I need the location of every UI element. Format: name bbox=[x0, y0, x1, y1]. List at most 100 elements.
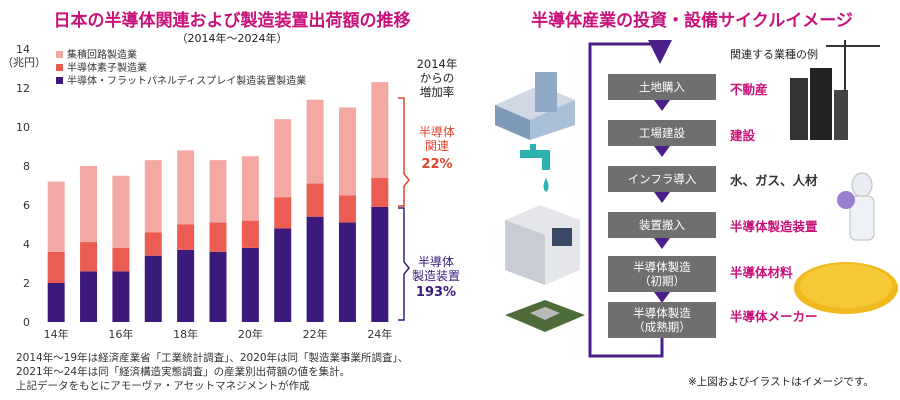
related-label-line: 半導体 bbox=[418, 125, 455, 139]
related-increase-value: 22% bbox=[421, 157, 453, 172]
step-label: 土地購入 bbox=[639, 80, 685, 94]
y-tick-label: 4 bbox=[23, 238, 30, 251]
bar-segment bbox=[209, 251, 227, 322]
y-tick-label: 10 bbox=[16, 121, 30, 134]
source-note: 2014年～19年は経済産業省「工業統計調査」、2020年は同「製造業事業所調査… bbox=[16, 352, 409, 364]
y-tick-label: 12 bbox=[16, 82, 30, 95]
axis-layer: 0 2 4 6 8 10 12 14（兆円） 14年 16年 18年 20年 22年 24年 bbox=[2, 43, 392, 341]
legend-swatch bbox=[56, 51, 63, 58]
x-tick-label: 22年 bbox=[303, 327, 328, 341]
bar-segment bbox=[144, 160, 162, 233]
down-arrow bbox=[654, 100, 670, 111]
semiconductor-machine-icon bbox=[505, 205, 580, 285]
step-land-purchase: 土地購入 bbox=[608, 74, 716, 100]
bar-chart: 0 2 4 6 8 10 12 14（兆円） 14年 16年 18年 20年 22年 24年 集積回路製造… bbox=[2, 43, 410, 341]
related-label-line: 関連 bbox=[424, 139, 449, 153]
step-factory-construction: 工場建設 bbox=[608, 120, 716, 146]
cleanroom-worker-icon bbox=[837, 172, 875, 241]
y-tick-label: 2 bbox=[23, 277, 30, 290]
down-arrow bbox=[654, 238, 670, 249]
bar-segment bbox=[177, 249, 195, 322]
bar-segment bbox=[80, 166, 98, 243]
y-axis-unit: （兆円） bbox=[2, 56, 46, 69]
legend-swatch bbox=[56, 64, 63, 71]
skyscraper-icon bbox=[790, 40, 880, 140]
y-tick-label: 8 bbox=[23, 160, 30, 173]
increase-heading-line: 2014年 bbox=[416, 57, 458, 71]
bar-segment bbox=[274, 228, 292, 322]
bar-segment bbox=[306, 216, 324, 322]
bar-segment bbox=[338, 107, 356, 196]
increase-heading: 2014年 からの 増加率 bbox=[412, 57, 462, 99]
down-arrow bbox=[654, 292, 670, 303]
legend-label: 集積回路製造業 bbox=[67, 48, 137, 61]
x-tick-label: 24年 bbox=[367, 327, 392, 341]
step-label: 工場建設 bbox=[639, 126, 685, 140]
equipment-label-line: 製造装置 bbox=[411, 269, 460, 283]
related-label: 半導体 関連 bbox=[412, 125, 462, 153]
example-materials: 半導体材料 bbox=[730, 265, 793, 280]
cpu-chip-icon bbox=[505, 300, 585, 332]
bar-segment bbox=[371, 206, 389, 322]
equipment-label-line: 半導体 bbox=[417, 255, 454, 269]
bar-segment bbox=[112, 271, 130, 322]
bar-segment bbox=[306, 99, 324, 184]
step-label: 半導体製造 （初期） bbox=[633, 260, 691, 288]
x-tick-label: 20年 bbox=[238, 327, 263, 341]
x-tick-label: 16年 bbox=[108, 327, 133, 341]
y-tick-label: 14 bbox=[16, 43, 30, 56]
cycle-loop-arrow bbox=[588, 40, 672, 358]
step-label: 半導体製造 （成熟期） bbox=[633, 306, 691, 334]
example-utilities: 水、ガス、人材 bbox=[730, 173, 818, 188]
down-arrow bbox=[654, 146, 670, 157]
x-tick-label: 18年 bbox=[173, 327, 198, 341]
bar-segment bbox=[241, 247, 259, 322]
equipment-bracket bbox=[398, 207, 410, 321]
water-faucet-icon bbox=[520, 144, 550, 192]
silicon-wafer-icon bbox=[794, 262, 898, 314]
bar-segment bbox=[47, 251, 65, 283]
bar-segment bbox=[112, 247, 130, 272]
bar-segment bbox=[274, 119, 292, 198]
bar-segment bbox=[47, 283, 65, 322]
step-label: インフラ導入 bbox=[627, 172, 697, 186]
bar-segment bbox=[274, 197, 292, 229]
bar-segment bbox=[371, 82, 389, 178]
y-tick-label: 0 bbox=[23, 316, 30, 329]
equipment-increase-value: 193% bbox=[415, 285, 457, 300]
down-arrow bbox=[654, 192, 670, 203]
legend-label: 半導体・フラットパネルディスプレイ製造装置製造業 bbox=[67, 74, 306, 87]
step-arrows bbox=[654, 100, 670, 303]
bar-segment bbox=[241, 220, 259, 248]
step-equipment-installation: 装置搬入 bbox=[608, 212, 716, 238]
bracket-layer bbox=[398, 97, 410, 321]
example-equipment: 半導体製造装置 bbox=[730, 219, 818, 234]
bar-segment bbox=[338, 195, 356, 223]
example-manufacturers: 半導体メーカー bbox=[730, 309, 818, 324]
legend-swatch bbox=[56, 77, 63, 84]
step-manufacturing-mature: 半導体製造 （成熟期） bbox=[608, 302, 716, 338]
source-note: 2021年～24年は同「経済構造実態調査」の産業別出荷額の値を集計。 bbox=[16, 366, 351, 378]
bar-segment bbox=[209, 222, 227, 252]
chart-title: 日本の半導体関連および製造装置出荷額の推移 bbox=[53, 11, 411, 31]
diagram-title: 半導体産業の投資・設備サイクルイメージ bbox=[531, 11, 853, 31]
example-real-estate: 不動産 bbox=[730, 82, 768, 97]
x-tick-label: 14年 bbox=[44, 327, 69, 341]
bar-segment bbox=[241, 156, 259, 221]
bar-segment bbox=[209, 160, 227, 223]
bar-segment bbox=[80, 242, 98, 272]
bar-segment bbox=[80, 271, 98, 322]
image-disclaimer: ※上図およびイラストはイメージです。 bbox=[688, 376, 874, 388]
bar-segment bbox=[338, 222, 356, 322]
example-construction: 建設 bbox=[730, 128, 756, 143]
increase-heading-line: 増加率 bbox=[419, 85, 455, 99]
step-infrastructure: インフラ導入 bbox=[608, 166, 716, 192]
source-note: 上記データをもとにアモーヴァ・アセットマネジメントが作成 bbox=[16, 380, 310, 392]
step-label: 装置搬入 bbox=[639, 218, 685, 232]
bar-segment bbox=[112, 175, 130, 248]
bar-segment bbox=[144, 232, 162, 256]
examples-heading: 関連する業種の例 bbox=[730, 48, 818, 61]
bars-layer bbox=[47, 82, 389, 322]
bar-segment bbox=[306, 183, 324, 217]
